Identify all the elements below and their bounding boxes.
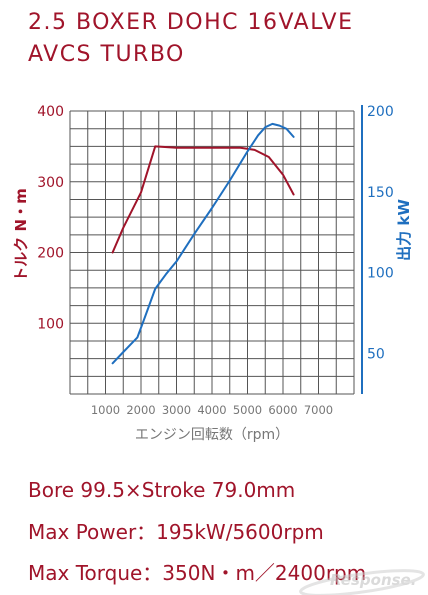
y-tick-label-right: 150 <box>367 185 394 201</box>
power-curve <box>111 122 295 365</box>
chart-grid <box>69 110 355 395</box>
torque-curve <box>111 145 295 254</box>
y-axis-label-left: トルク N・m <box>12 188 30 281</box>
x-tick-label: 5000 <box>233 403 262 417</box>
watermark-text: Response. <box>330 571 416 589</box>
spec-bore-stroke: Bore 99.5×Stroke 79.0mm <box>28 478 296 502</box>
y-tick-label-right: 100 <box>367 266 394 282</box>
chart-title-line2: AVCS TURBO <box>28 42 185 67</box>
y-tick-label-left: 300 <box>37 175 64 191</box>
y-axis-label-right: 出力 kW <box>395 199 413 261</box>
y-tick-label-left: 400 <box>37 104 64 120</box>
x-tick-label: 3000 <box>162 403 191 417</box>
chart-ticks: 100 200 300 400 50 100 150 200 1000 2000 3000 4000 5… <box>37 104 393 417</box>
x-tick-label: 1000 <box>91 403 120 417</box>
y-tick-label-right: 200 <box>367 104 394 120</box>
x-axis-label: エンジン回転数（rpm） <box>135 427 289 443</box>
x-tick-label: 2000 <box>126 403 155 417</box>
response-logo-watermark: Response. <box>299 569 425 595</box>
chart-title-line1: 2.5 BOXER DOHC 16VALVE <box>28 10 354 35</box>
engine-performance-chart: 100 200 300 400 50 100 150 200 1000 2000 3000 4000 5… <box>12 104 413 443</box>
response-logo-mark <box>299 569 425 595</box>
x-tick-label: 7000 <box>304 403 333 417</box>
y-tick-label-left: 200 <box>37 246 64 262</box>
y-tick-label-right: 50 <box>367 347 385 363</box>
x-tick-label: 6000 <box>268 403 297 417</box>
spec-max-power: Max Power：195kW/5600rpm <box>28 520 324 544</box>
x-tick-label: 4000 <box>197 403 226 417</box>
y-tick-label-left: 100 <box>37 316 64 332</box>
spec-max-torque: Max Torque：350N・m／2400rpm <box>28 561 367 585</box>
chart-series <box>111 122 295 365</box>
